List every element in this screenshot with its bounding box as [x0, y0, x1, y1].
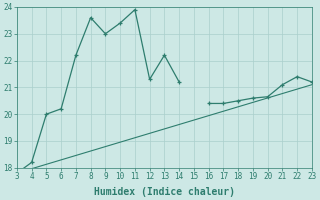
X-axis label: Humidex (Indice chaleur): Humidex (Indice chaleur) [94, 186, 235, 197]
